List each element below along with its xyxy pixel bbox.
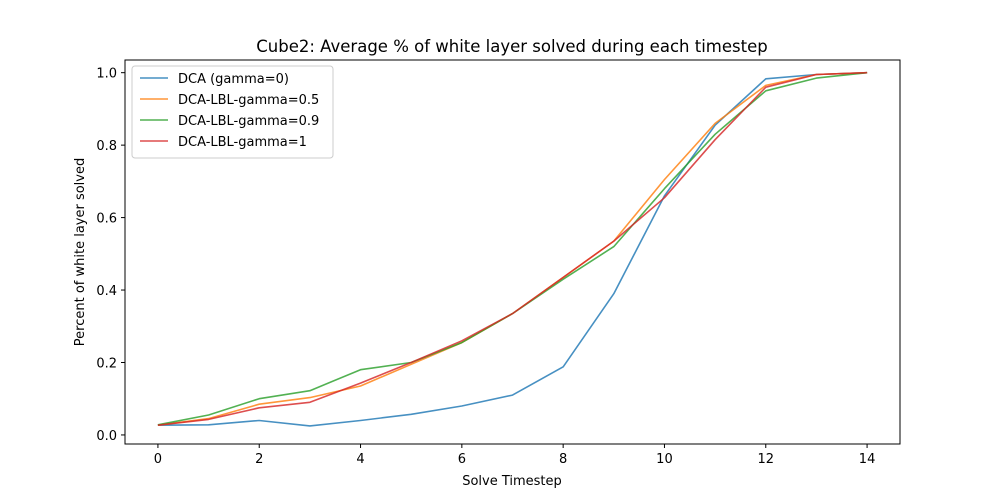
- legend: DCA (gamma=0) DCA-LBL-gamma=0.5 DCA-LBL-ga…: [131, 65, 334, 159]
- x-axis: 0 2 4 6 8 10 12 14: [154, 444, 876, 467]
- x-tick-label: 8: [559, 452, 567, 467]
- legend-box: [131, 65, 334, 159]
- y-tick-label: 1.0: [96, 67, 117, 82]
- legend-entry-label: DCA-LBL-gamma=0.9: [178, 114, 319, 129]
- chart-title: Cube2: Average % of white layer solved d…: [256, 37, 767, 56]
- y-tick-label: 0.4: [96, 284, 117, 299]
- x-axis-title: Solve Timestep: [462, 474, 562, 489]
- x-tick-label: 14: [859, 452, 876, 467]
- x-tick-label: 0: [154, 452, 162, 467]
- y-tick-label: 0.8: [96, 139, 117, 154]
- y-axis-title: Percent of white layer solved: [73, 158, 88, 346]
- legend-entry-label: DCA (gamma=0): [178, 72, 289, 87]
- x-tick-label: 6: [458, 452, 466, 467]
- series-line-3: [157, 71, 868, 426]
- y-tick-label: 0.6: [96, 212, 117, 227]
- series-line-0: [157, 71, 868, 427]
- x-tick-label: 12: [757, 452, 774, 467]
- x-tick-label: 10: [656, 452, 673, 467]
- x-tick-label: 4: [356, 452, 364, 467]
- legend-entry-label: DCA-LBL-gamma=1: [178, 135, 307, 150]
- legend-entry-label: DCA-LBL-gamma=0.5: [178, 93, 319, 108]
- y-axis: 0.0 0.2 0.4 0.6 0.8 1.0: [96, 67, 125, 444]
- y-tick-label: 0.0: [96, 429, 117, 444]
- plot-frame: [124, 59, 901, 445]
- y-tick-label: 0.2: [96, 356, 117, 371]
- series-layer: [157, 71, 868, 427]
- x-tick-label: 2: [255, 452, 263, 467]
